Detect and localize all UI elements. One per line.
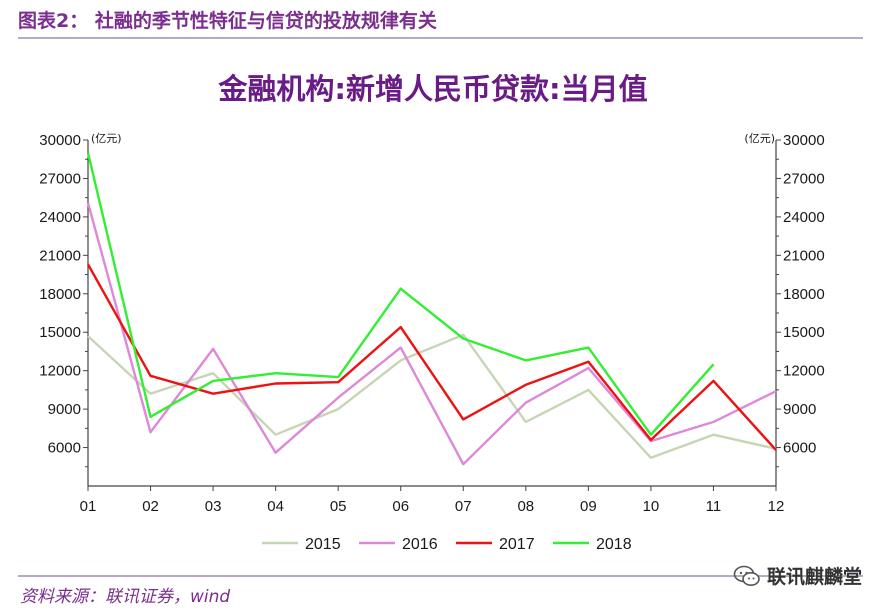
line-chart: 金融机构:新增人民币贷款:当月值 (亿元) (亿元) 6000 6000 9000 9… bbox=[39, 72, 824, 553]
x-tick-label: 04 bbox=[267, 498, 284, 515]
x-tick-label: 01 bbox=[80, 498, 97, 515]
y-tick-label-right: 15000 bbox=[783, 324, 825, 341]
y-tick-label-left: 21000 bbox=[39, 247, 81, 264]
chart-title: 金融机构:新增人民币贷款:当月值 bbox=[217, 72, 647, 106]
x-tick-label: 12 bbox=[768, 498, 785, 515]
y-tick-label-right: 21000 bbox=[783, 247, 825, 264]
series-line-2015 bbox=[87, 333, 777, 459]
x-tick-label: 06 bbox=[392, 498, 409, 515]
x-tick-label: 11 bbox=[706, 498, 722, 515]
y-tick-label-right: 12000 bbox=[783, 363, 825, 380]
y-tick-label-left: 18000 bbox=[39, 286, 81, 303]
series-line-2018 bbox=[86, 152, 715, 436]
y-tick-label-left: 27000 bbox=[39, 170, 81, 187]
series-line-2016 bbox=[86, 202, 777, 466]
x-tick-label: 07 bbox=[455, 498, 472, 515]
legend-label-2018: 2018 bbox=[596, 536, 632, 553]
x-tick-label: 10 bbox=[643, 498, 660, 515]
y-tick-label-left: 9000 bbox=[48, 401, 81, 418]
legend-label-2016: 2016 bbox=[402, 536, 438, 553]
axes: 6000 6000 9000 9000 12000 12000 15000 15000 1800… bbox=[39, 132, 824, 515]
bottom-divider bbox=[18, 575, 863, 577]
y-tick-label-left: 24000 bbox=[39, 209, 81, 226]
source-note: 资料来源：联讯证券，wind bbox=[20, 587, 231, 607]
watermark: 联讯麒麟堂 bbox=[733, 562, 862, 589]
y-tick-label-right: 30000 bbox=[783, 132, 825, 149]
x-tick-label: 09 bbox=[580, 498, 597, 515]
wechat-icon bbox=[733, 565, 760, 586]
y-tick-label-left: 15000 bbox=[39, 324, 81, 341]
figure-title: 图表2： 社融的季节性特征与信贷的投放规律有关 bbox=[18, 10, 437, 32]
x-tick-label: 02 bbox=[142, 498, 159, 515]
y-tick-label-right: 6000 bbox=[783, 440, 816, 457]
y-tick-label-right: 9000 bbox=[783, 401, 816, 418]
y-tick-label-right: 24000 bbox=[783, 209, 825, 226]
x-tick-label: 03 bbox=[205, 498, 222, 515]
legend: 2015 2016 2017 2018 bbox=[262, 536, 632, 553]
y-tick-label-left: 12000 bbox=[39, 363, 81, 380]
y-tick-label-left: 6000 bbox=[48, 440, 81, 457]
y-axis-unit-left: (亿元) bbox=[91, 132, 122, 145]
x-tick-label: 05 bbox=[330, 498, 347, 515]
series-line-2017 bbox=[86, 263, 777, 451]
x-tick-label: 08 bbox=[517, 498, 534, 515]
series-lines bbox=[86, 152, 777, 466]
y-tick-label-right: 27000 bbox=[783, 170, 825, 187]
y-axis-unit-right: (亿元) bbox=[744, 132, 775, 145]
top-divider bbox=[18, 37, 863, 39]
legend-label-2015: 2015 bbox=[305, 536, 341, 553]
legend-label-2017: 2017 bbox=[499, 536, 535, 553]
watermark-text: 联讯麒麟堂 bbox=[766, 566, 862, 588]
y-tick-label-right: 18000 bbox=[783, 286, 825, 303]
y-tick-label-left: 30000 bbox=[39, 132, 81, 149]
